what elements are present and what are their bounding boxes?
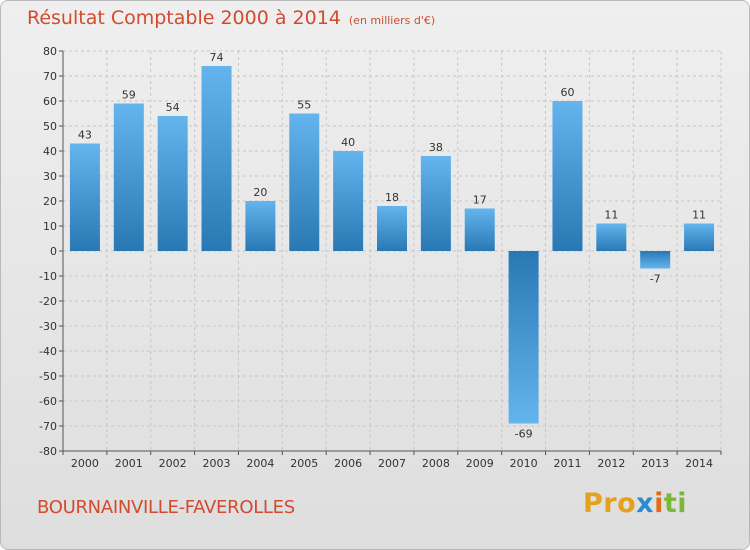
x-tick-label-2008: 2008	[422, 457, 450, 470]
chart-title: Résultat Comptable 2000 à 2014 (en millie…	[27, 7, 435, 29]
y-tick-label: -10	[39, 270, 57, 283]
data-label-2006: 40	[341, 136, 355, 149]
data-label-2011: 60	[560, 86, 574, 99]
y-tick-label: -70	[39, 420, 57, 433]
y-tick-label: 0	[50, 245, 57, 258]
data-label-2010: -69	[515, 428, 533, 441]
y-tick-label: 10	[43, 220, 57, 233]
data-label-2004: 20	[253, 186, 267, 199]
x-tick-label-2001: 2001	[115, 457, 143, 470]
bar-2011	[552, 101, 583, 251]
bar-2008	[420, 156, 451, 251]
y-tick-label: 40	[43, 145, 57, 158]
bar-2000	[69, 143, 100, 251]
data-label-2014: 11	[692, 209, 706, 222]
x-tick-label-2011: 2011	[553, 457, 581, 470]
logo-part-1: Pro	[583, 488, 637, 519]
x-tick-label-2010: 2010	[510, 457, 538, 470]
town-name: BOURNAINVILLE-FAVEROLLES	[37, 497, 295, 518]
data-label-2013: -7	[650, 273, 661, 286]
data-label-2002: 54	[166, 101, 180, 114]
bar-2003	[201, 66, 232, 251]
label-layer: 43 2000 59 2001 54 2002 74 2003 20 2004 55 2005 40 20…	[71, 51, 713, 470]
chart-subtitle: (en milliers d'€)	[348, 14, 436, 27]
grid-layer	[62, 50, 722, 452]
y-tick-label: 80	[43, 45, 57, 58]
y-tick-label: 30	[43, 170, 57, 183]
y-tick-label: -50	[39, 370, 57, 383]
x-tick-label-2005: 2005	[290, 457, 318, 470]
bar-2005	[289, 113, 320, 251]
bar-layer	[69, 66, 715, 424]
y-tick-label: 20	[43, 195, 57, 208]
bar-2014	[684, 223, 715, 251]
x-tick-label-2007: 2007	[378, 457, 406, 470]
x-tick-label-2013: 2013	[641, 457, 669, 470]
bar-2007	[377, 206, 407, 251]
bar-2012	[596, 223, 627, 251]
data-label-2007: 18	[385, 191, 399, 204]
y-tick-label: -40	[39, 345, 57, 358]
x-tick-label-2014: 2014	[685, 457, 713, 470]
bar-2010	[508, 251, 539, 424]
y-tick-label: 70	[43, 70, 57, 83]
logo-part-4: ti	[663, 488, 688, 519]
y-tick-label: -80	[39, 445, 57, 458]
y-tick-label: -20	[39, 295, 57, 308]
proxiti-logo[interactable]: Proxiti	[583, 488, 687, 519]
bar-2004	[245, 201, 276, 251]
bar-2013	[640, 251, 671, 269]
bar-2001	[113, 103, 144, 251]
x-tick-label-2002: 2002	[159, 457, 187, 470]
x-tick-label-2000: 2000	[71, 457, 99, 470]
chart-title-text: Résultat Comptable 2000 à 2014	[27, 7, 341, 29]
data-label-2008: 38	[429, 141, 443, 154]
data-label-2012: 11	[604, 209, 618, 222]
x-tick-label-2006: 2006	[334, 457, 362, 470]
data-label-2001: 59	[122, 89, 136, 102]
logo-part-2: x	[636, 488, 655, 519]
x-tick-label-2003: 2003	[203, 457, 231, 470]
x-tick-label-2012: 2012	[597, 457, 625, 470]
bar-2006	[333, 151, 364, 251]
logo-part-3: i	[654, 488, 664, 519]
axis-layer: 80 70 60 50 40 30 20 10 0 -10 -20 -30 -40 -50 -60 -70 -8…	[39, 45, 722, 458]
x-tick-label-2009: 2009	[466, 457, 494, 470]
y-tick-label: 50	[43, 120, 57, 133]
y-tick-label: -30	[39, 320, 57, 333]
data-label-2000: 43	[78, 129, 92, 142]
y-tick-label: 60	[43, 95, 57, 108]
x-tick-label-2004: 2004	[246, 457, 274, 470]
y-tick-label: -60	[39, 395, 57, 408]
bar-2009	[464, 208, 495, 251]
data-label-2003: 74	[210, 51, 224, 64]
data-label-2005: 55	[297, 99, 311, 112]
data-label-2009: 17	[473, 194, 487, 207]
bar-2002	[157, 116, 188, 251]
